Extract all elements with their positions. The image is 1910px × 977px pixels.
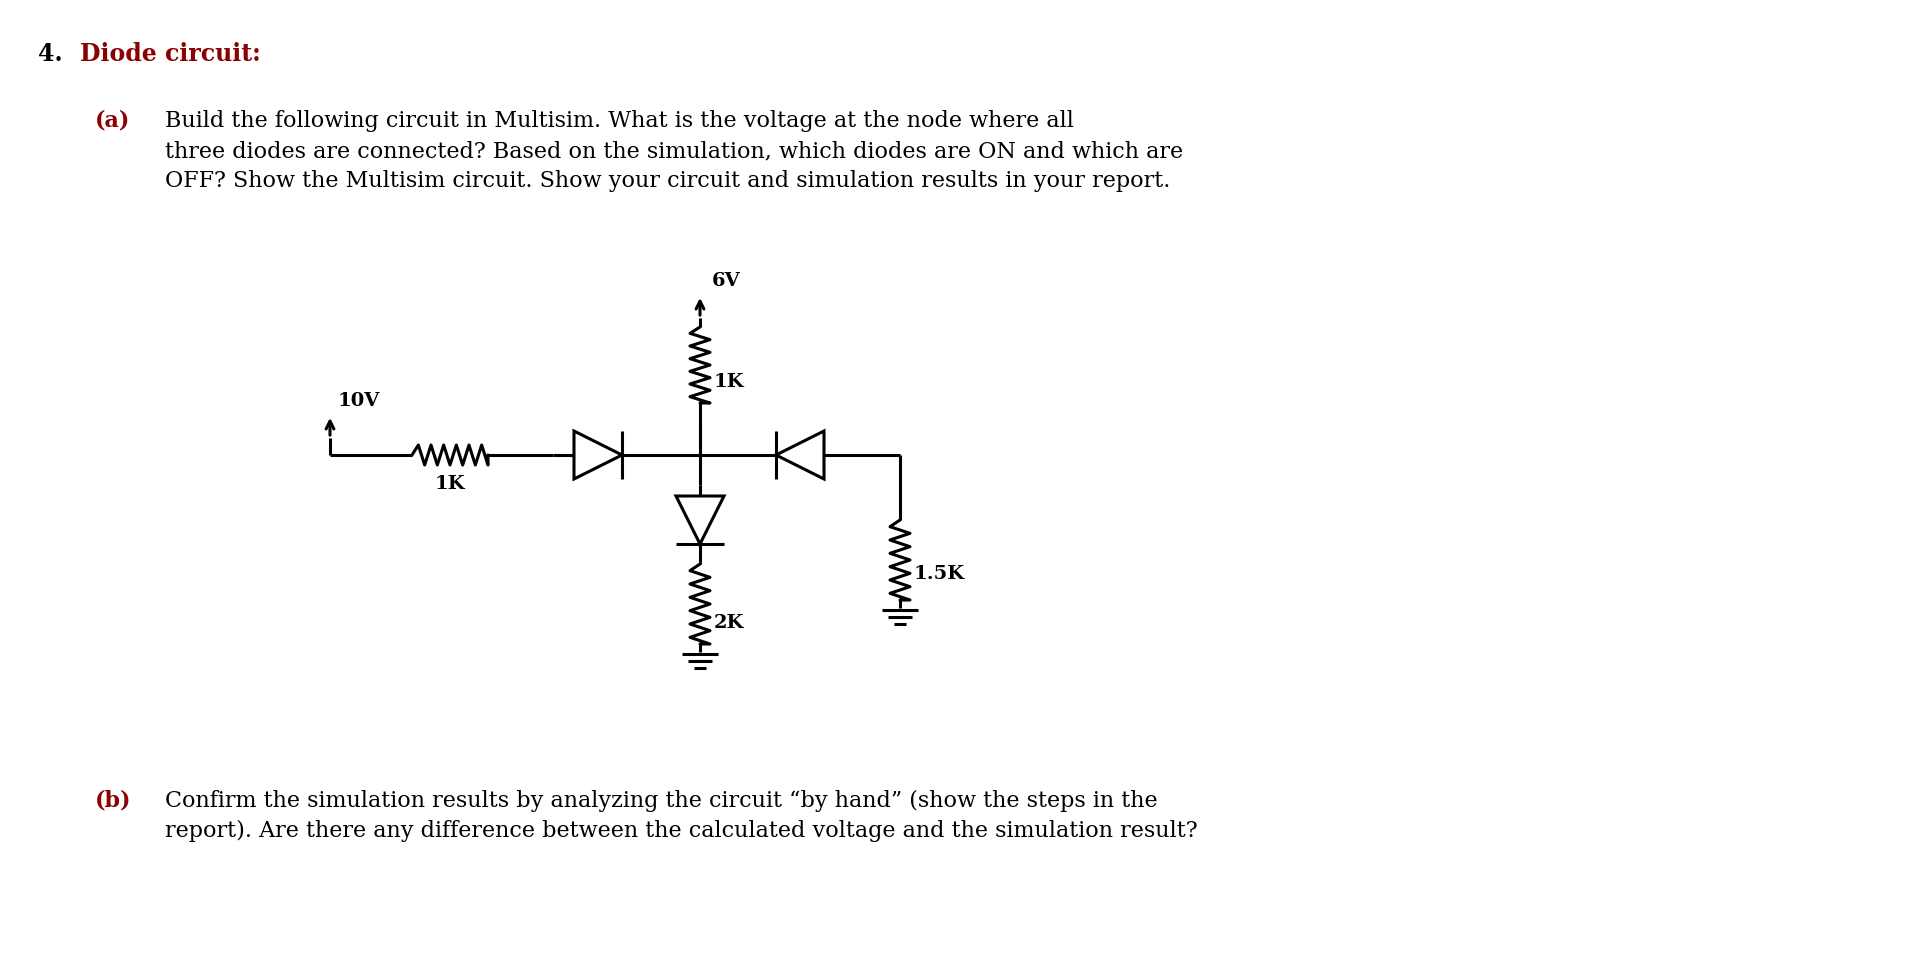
Text: Diode circuit:: Diode circuit: [80,42,262,66]
Text: 1.5K: 1.5K [915,565,965,583]
Text: Confirm the simulation results by analyzing the circuit “by hand” (show the step: Confirm the simulation results by analyz… [164,790,1157,812]
Text: (b): (b) [96,790,132,812]
Text: 6V: 6V [712,272,741,290]
Text: OFF? Show the Multisim circuit. Show your circuit and simulation results in your: OFF? Show the Multisim circuit. Show you… [164,170,1171,192]
Text: 10V: 10V [338,392,380,410]
Text: 1K: 1K [435,475,466,493]
Text: 4.: 4. [38,42,63,66]
Text: Build the following circuit in Multisim. What is the voltage at the node where a: Build the following circuit in Multisim.… [164,110,1073,132]
Text: three diodes are connected? Based on the simulation, which diodes are ON and whi: three diodes are connected? Based on the… [164,140,1182,162]
Text: 2K: 2K [714,614,745,632]
Text: 1K: 1K [714,373,745,391]
Text: (a): (a) [96,110,130,132]
Text: report). Are there any difference between the calculated voltage and the simulat: report). Are there any difference betwee… [164,820,1198,842]
